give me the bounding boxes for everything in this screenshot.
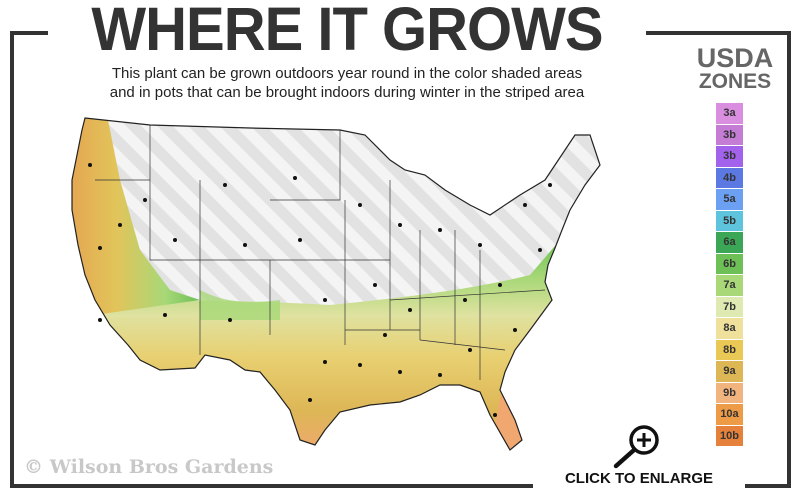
legend-zone-9b: 9b <box>716 382 743 403</box>
legend-zone-6a: 6a <box>716 232 743 253</box>
zone-legend: 3a 3b 3b 4b 5a 5b 6a 6b 7a 7b 8a 8b 9a 9b 10a 10b <box>716 103 743 447</box>
legend-zone-10a: 10a <box>716 404 743 425</box>
frame-right <box>787 31 791 488</box>
frame-left <box>10 31 14 488</box>
city-dots <box>88 163 552 417</box>
legend-zone-7b: 7b <box>716 296 743 317</box>
legend-title-zones: ZONES <box>698 70 772 93</box>
legend-zone-8b: 8b <box>716 339 743 360</box>
legend-zone-3a: 3a <box>716 103 743 124</box>
magnifier-plus-icon[interactable] <box>608 422 664 470</box>
subtitle-line-2: and in pots that can be brought indoors … <box>109 84 585 101</box>
legend-zone-3b: 3b <box>716 146 743 167</box>
page-title: WHERE IT GROWS <box>91 0 603 64</box>
frame-top-right <box>646 31 791 35</box>
legend-zone-5a: 5a <box>716 189 743 210</box>
legend-zone-3b: 3b <box>716 124 743 145</box>
legend-zone-7a: 7a <box>716 275 743 296</box>
frame-bottom-left <box>10 484 533 488</box>
subtitle: This plant can be grown outdoors year ro… <box>48 64 646 102</box>
click-to-enlarge-button[interactable]: CLICK TO ENLARGE <box>564 470 714 487</box>
frame-bottom-right <box>745 484 791 488</box>
legend-zone-4b: 4b <box>716 167 743 188</box>
legend-zone-5b: 5b <box>716 210 743 231</box>
legend-zone-8a: 8a <box>716 318 743 339</box>
subtitle-line-1: This plant can be grown outdoors year ro… <box>111 65 583 82</box>
legend-zone-10b: 10b <box>716 425 743 446</box>
legend-zone-9a: 9a <box>716 361 743 382</box>
frame-top-left <box>10 31 48 35</box>
legend-title-usda: USDA <box>696 43 774 73</box>
legend-title: USDA ZONES <box>680 43 790 94</box>
state-borders <box>95 125 546 380</box>
us-zone-map[interactable] <box>60 105 620 455</box>
legend-zone-6b: 6b <box>716 253 743 274</box>
watermark: © Wilson Bros Gardens <box>24 456 274 478</box>
